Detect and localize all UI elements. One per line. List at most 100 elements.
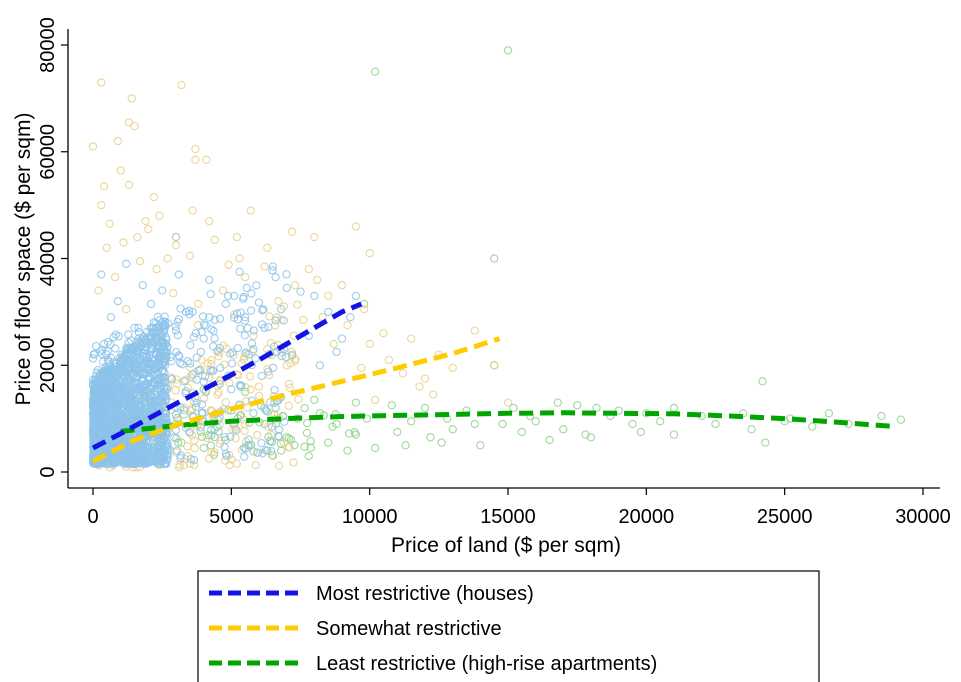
point-most-restrictive-houses [103, 455, 112, 464]
point-most-restrictive-houses [113, 365, 122, 374]
point-most-restrictive-houses [266, 436, 275, 445]
point-most-restrictive-houses [154, 340, 164, 349]
point-least-restrictive-high-rise-apartments [509, 403, 518, 413]
point-most-restrictive-houses [142, 443, 151, 452]
point-somewhat-restrictive [122, 305, 131, 314]
point-most-restrictive-houses [239, 292, 248, 302]
point-most-restrictive-houses [243, 324, 252, 333]
point-most-restrictive-houses [146, 398, 155, 407]
point-somewhat-restrictive [224, 260, 233, 270]
point-least-restrictive-high-rise-apartments [302, 428, 312, 438]
x-axis-ticks: 0 5000 10000 15000 20000 25000 30000 [87, 488, 951, 528]
point-most-restrictive-houses [267, 422, 277, 431]
point-least-restrictive-high-rise-apartments [490, 254, 499, 263]
point-most-restrictive-houses [147, 354, 156, 363]
point-most-restrictive-houses [196, 347, 206, 357]
point-least-restrictive-high-rise-apartments [284, 434, 294, 443]
point-least-restrictive-high-rise-apartments [628, 419, 637, 429]
point-somewhat-restrictive [343, 321, 352, 330]
fit-line-most-restrictive [91, 301, 363, 451]
point-somewhat-restrictive [312, 275, 322, 285]
point-most-restrictive-houses [200, 372, 210, 381]
legend: Most restrictive (houses) Somewhat restr… [197, 570, 820, 682]
point-somewhat-restrictive [232, 232, 242, 242]
point-somewhat-restrictive [97, 78, 106, 87]
point-most-restrictive-houses [206, 426, 216, 435]
point-most-restrictive-houses [185, 310, 194, 319]
point-most-restrictive-houses [154, 441, 164, 450]
fit-lines-layer [91, 301, 896, 464]
point-somewhat-restrictive [240, 426, 249, 436]
point-least-restrictive-high-rise-apartments [711, 419, 720, 429]
point-somewhat-restrictive [379, 329, 388, 338]
point-most-restrictive-houses [136, 360, 145, 369]
point-somewhat-restrictive [110, 273, 120, 282]
point-somewhat-restrictive [124, 180, 134, 189]
scatter-points-layer [88, 46, 906, 472]
point-somewhat-restrictive [284, 401, 293, 410]
point-somewhat-restrictive [185, 251, 194, 260]
point-most-restrictive-houses [149, 397, 159, 406]
point-most-restrictive-houses [134, 323, 143, 332]
point-somewhat-restrictive [225, 460, 234, 470]
point-least-restrictive-high-rise-apartments [401, 441, 410, 450]
point-least-restrictive-high-rise-apartments [306, 437, 315, 446]
point-most-restrictive-houses [146, 333, 155, 342]
point-somewhat-restrictive [420, 374, 430, 383]
point-somewhat-restrictive [337, 281, 347, 290]
point-somewhat-restrictive [113, 136, 123, 146]
point-most-restrictive-houses [351, 291, 360, 301]
point-somewhat-restrictive [197, 355, 206, 365]
point-somewhat-restrictive [210, 235, 219, 244]
point-least-restrictive-high-rise-apartments [350, 428, 359, 437]
point-most-restrictive-houses [150, 364, 160, 373]
point-least-restrictive-high-rise-apartments [739, 409, 748, 418]
point-somewhat-restrictive [124, 118, 134, 127]
point-somewhat-restrictive [290, 281, 300, 290]
point-most-restrictive-houses [92, 403, 102, 412]
point-most-restrictive-houses [101, 421, 110, 431]
point-least-restrictive-high-rise-apartments [517, 427, 526, 437]
point-somewhat-restrictive [218, 286, 228, 295]
point-least-restrictive-high-rise-apartments [636, 427, 645, 437]
point-least-restrictive-high-rise-apartments [531, 417, 540, 426]
point-somewhat-restrictive [205, 216, 214, 226]
point-least-restrictive-high-rise-apartments [573, 401, 582, 410]
point-somewhat-restrictive [293, 300, 302, 309]
point-somewhat-restrictive [246, 372, 255, 381]
x-axis-title: Price of land ($ per sqm) [391, 534, 621, 557]
point-most-restrictive-houses [142, 392, 151, 401]
point-most-restrictive-houses [140, 380, 149, 390]
point-somewhat-restrictive [214, 348, 224, 357]
point-most-restrictive-houses [240, 331, 249, 340]
point-most-restrictive-houses [186, 359, 195, 368]
point-most-restrictive-houses [157, 393, 166, 403]
point-most-restrictive-houses [156, 456, 165, 465]
point-somewhat-restrictive [429, 390, 438, 399]
point-most-restrictive-houses [241, 313, 250, 322]
point-somewhat-restrictive [149, 192, 159, 202]
point-somewhat-restrictive [116, 166, 125, 175]
point-least-restrictive-high-rise-apartments [498, 419, 507, 429]
point-somewhat-restrictive [175, 463, 184, 472]
point-least-restrictive-high-rise-apartments [896, 415, 906, 424]
point-somewhat-restrictive [177, 80, 186, 90]
point-most-restrictive-houses [100, 372, 109, 382]
point-somewhat-restrictive [188, 431, 197, 440]
point-least-restrictive-high-rise-apartments [279, 412, 288, 421]
point-most-restrictive-houses [268, 266, 277, 275]
point-most-restrictive-houses [132, 360, 141, 369]
point-somewhat-restrictive [324, 291, 333, 301]
point-most-restrictive-houses [89, 387, 99, 396]
point-most-restrictive-houses [221, 299, 230, 309]
point-somewhat-restrictive [329, 339, 338, 349]
point-most-restrictive-houses [135, 410, 145, 419]
point-least-restrictive-high-rise-apartments [324, 438, 333, 447]
point-most-restrictive-houses [167, 374, 177, 384]
point-most-restrictive-houses [163, 438, 172, 448]
point-somewhat-restrictive [249, 331, 258, 341]
point-most-restrictive-houses [261, 446, 270, 455]
point-most-restrictive-houses [192, 375, 201, 384]
point-most-restrictive-houses [220, 442, 229, 452]
